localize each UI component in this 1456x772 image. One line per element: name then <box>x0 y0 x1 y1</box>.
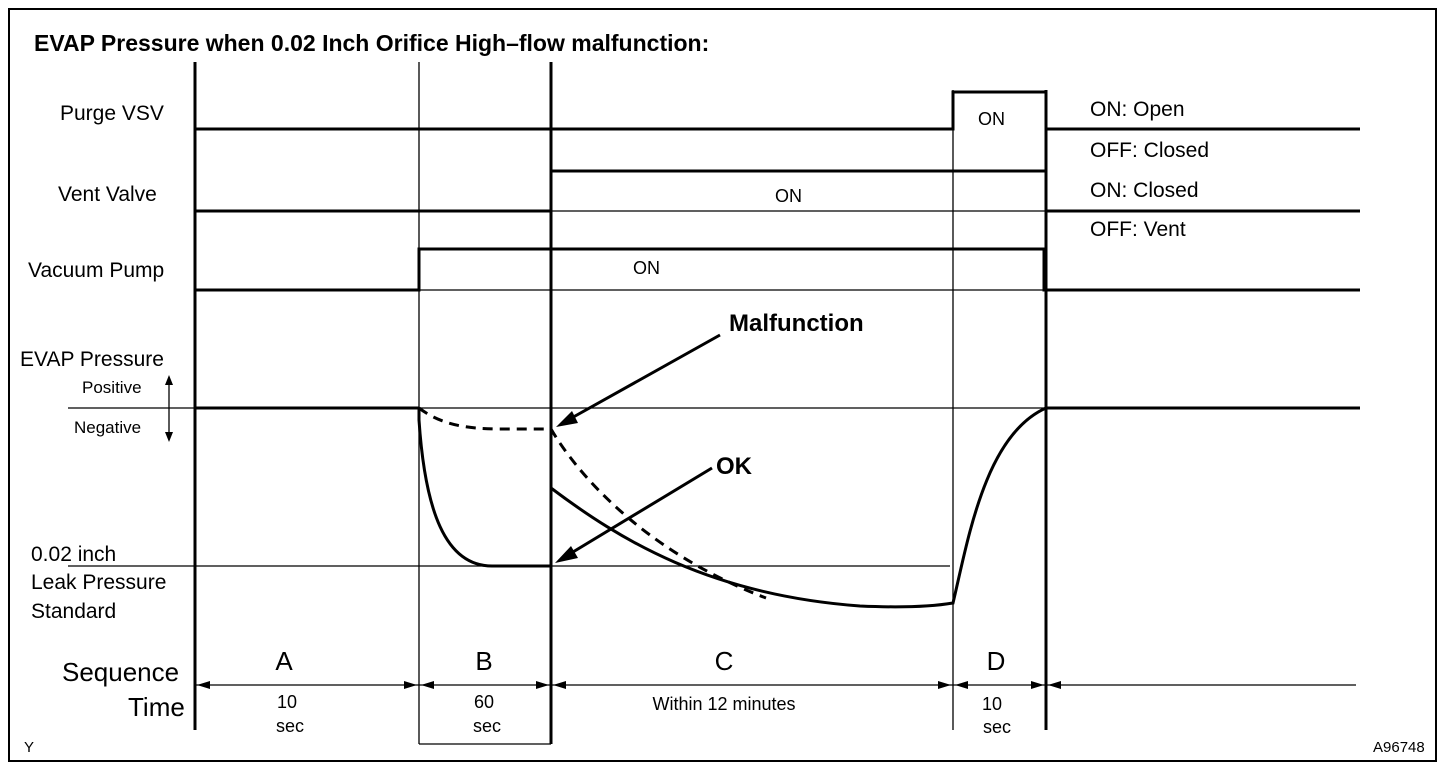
vent-valve-signal <box>195 169 1360 213</box>
purge-vsv-on-text: ON <box>978 109 1005 129</box>
malfunction-label: Malfunction <box>729 310 864 337</box>
leak-standard-line-3: Standard <box>31 600 116 623</box>
time-a-unit: sec <box>276 716 304 736</box>
diagram-title: EVAP Pressure when 0.02 Inch Orifice Hig… <box>34 30 709 56</box>
leak-standard-line-2: Leak Pressure <box>31 571 166 594</box>
time-axis <box>195 681 1356 689</box>
sequence-step-c: C <box>715 646 734 676</box>
positive-label: Positive <box>82 378 142 397</box>
time-a-value: 10 <box>277 692 297 712</box>
sequence-step-a: A <box>275 646 293 676</box>
malfunction-pressure-curve <box>418 406 767 600</box>
ok-arrow-icon <box>555 466 713 563</box>
purge-vsv-legend-off: OFF: Closed <box>1090 139 1209 162</box>
ok-label: OK <box>716 453 753 480</box>
sequence-step-d: D <box>987 646 1006 676</box>
ok-pressure-curve <box>417 406 1047 609</box>
vacuum-pump-on-text: ON <box>633 258 660 278</box>
vent-valve-label: Vent Valve <box>58 183 157 206</box>
vent-valve-legend-off: OFF: Vent <box>1090 218 1186 241</box>
sequence-label: Sequence <box>62 657 179 687</box>
purge-vsv-signal <box>195 90 1360 131</box>
vacuum-pump-signal <box>195 247 1360 292</box>
time-d-value: 10 <box>982 694 1002 714</box>
sequence-step-b: B <box>475 646 492 676</box>
time-b-value: 60 <box>474 692 494 712</box>
vent-valve-on-text: ON <box>775 186 802 206</box>
figure-code: A96748 <box>1373 739 1425 756</box>
vacuum-pump-label: Vacuum Pump <box>28 259 164 282</box>
vent-valve-legend-on: ON: Closed <box>1090 179 1199 202</box>
leak-standard-line-1: 0.02 inch <box>31 543 116 566</box>
time-d-unit: sec <box>983 717 1011 737</box>
evap-pressure-label: EVAP Pressure <box>20 348 164 371</box>
time-label: Time <box>128 692 185 722</box>
purge-vsv-legend-on: ON: Open <box>1090 98 1185 121</box>
purge-vsv-label: Purge VSV <box>60 102 164 125</box>
malfunction-arrow-icon <box>556 333 721 427</box>
corner-letter: Y <box>24 739 34 756</box>
time-b-unit: sec <box>473 716 501 736</box>
negative-label: Negative <box>74 418 141 437</box>
sequence-dividers <box>418 62 1048 745</box>
time-c-value: Within 12 minutes <box>652 694 795 714</box>
outer-frame <box>8 8 1437 762</box>
